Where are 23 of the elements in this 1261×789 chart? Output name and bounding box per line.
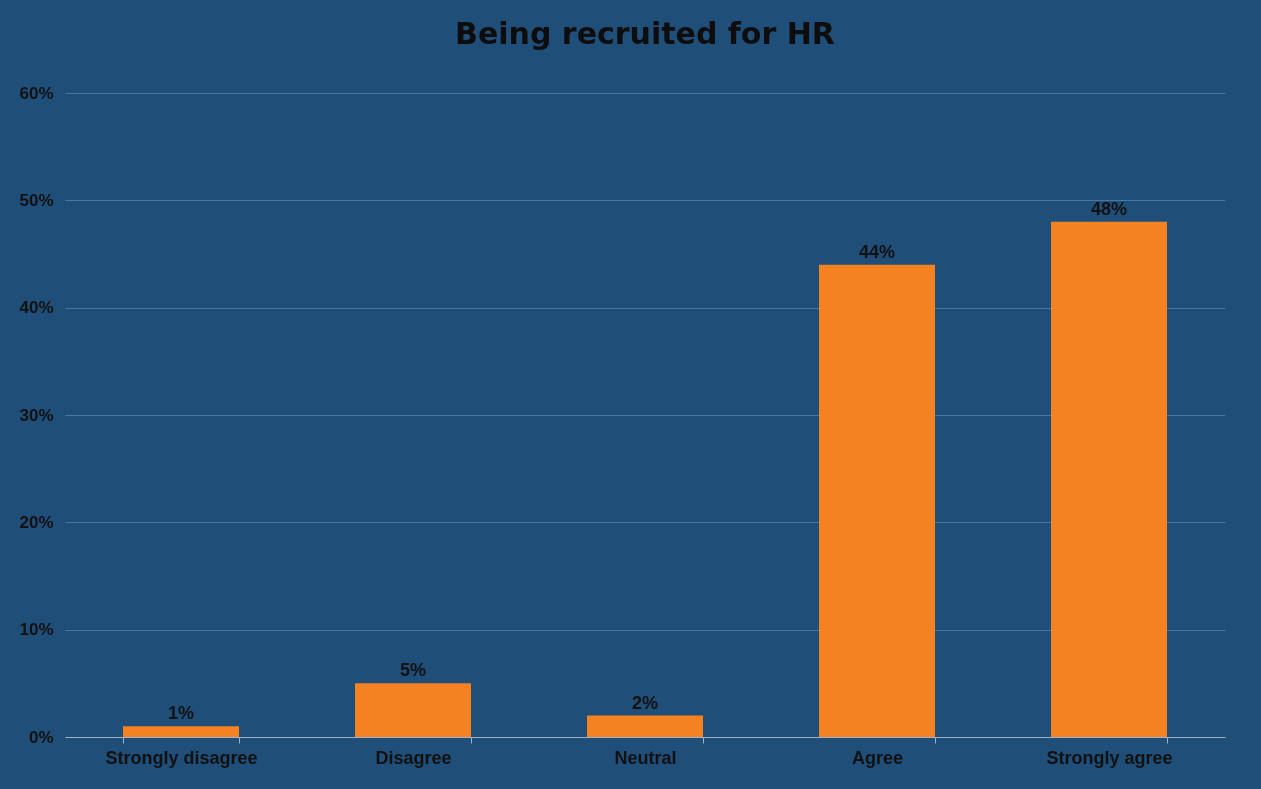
x-tick-label: Agree — [851, 747, 904, 768]
bar — [1051, 221, 1167, 737]
data-label: 44% — [858, 241, 896, 262]
data-label: 5% — [399, 660, 427, 681]
bar — [123, 726, 239, 737]
y-tick-label: 50% — [19, 190, 54, 210]
x-tick-label: Strongly agree — [1046, 747, 1173, 768]
data-label: 1% — [167, 703, 195, 724]
x-tick-label: Strongly disagree — [105, 747, 258, 768]
y-tick-label: 60% — [19, 83, 54, 103]
bar — [355, 683, 471, 737]
y-tick-label: 20% — [19, 512, 54, 532]
chart-title: Being recruited for HR — [455, 16, 835, 51]
bar — [819, 264, 935, 737]
x-tick-label: Neutral — [614, 747, 677, 768]
x-tick-label: Disagree — [375, 747, 452, 768]
data-label: 2% — [631, 692, 659, 713]
y-tick-label: 30% — [19, 405, 54, 425]
y-tick-label: 40% — [19, 298, 54, 318]
y-tick-label: 10% — [19, 620, 54, 640]
bar — [587, 715, 703, 737]
y-tick-label: 0% — [28, 727, 54, 747]
data-label: 48% — [1090, 198, 1128, 219]
